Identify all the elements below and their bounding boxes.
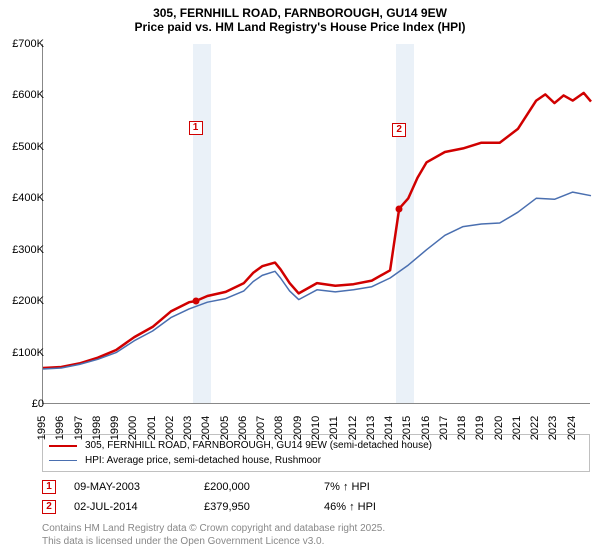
x-axis-label: 1997 (73, 416, 85, 440)
x-axis-label: 2001 (146, 416, 158, 440)
y-axis-label: £700K (12, 38, 44, 50)
y-axis-label: £200K (12, 295, 44, 307)
x-axis-label: 2013 (365, 416, 377, 440)
x-axis-label: 2016 (420, 416, 432, 440)
plot-area: 12 (42, 44, 590, 404)
footer: Contains HM Land Registry data © Crown c… (42, 522, 385, 548)
legend-label: HPI: Average price, semi-detached house,… (85, 455, 321, 466)
x-axis-label: 2012 (347, 416, 359, 440)
chart-container: 305, FERNHILL ROAD, FARNBOROUGH, GU14 9E… (0, 0, 600, 560)
x-axis-label: 1998 (91, 416, 103, 440)
legend-swatch (49, 460, 77, 461)
legend-row: HPI: Average price, semi-detached house,… (49, 453, 583, 468)
x-axis-label: 2019 (474, 416, 486, 440)
annotation-number: 2 (42, 500, 56, 514)
annotation-pct: 7% ↑ HPI (324, 481, 370, 493)
title-block: 305, FERNHILL ROAD, FARNBOROUGH, GU14 9E… (0, 0, 600, 36)
title-line2: Price paid vs. HM Land Registry's House … (0, 20, 600, 34)
footer-line1: Contains HM Land Registry data © Crown c… (42, 522, 385, 535)
x-axis-label: 1999 (109, 416, 121, 440)
x-axis-label: 2014 (383, 416, 395, 440)
x-axis-label: 2010 (310, 416, 322, 440)
y-axis-label: £100K (12, 347, 44, 359)
x-axis-label: 2002 (164, 416, 176, 440)
x-axis-label: 1996 (54, 416, 66, 440)
annotation-pct: 46% ↑ HPI (324, 501, 376, 513)
annotation-price: £200,000 (204, 481, 324, 493)
annotation-date: 09-MAY-2003 (74, 481, 204, 493)
legend-swatch (49, 445, 77, 447)
y-axis-label: £500K (12, 141, 44, 153)
plot-svg (43, 44, 590, 403)
sale-marker-label: 2 (392, 123, 406, 137)
y-axis-label: £300K (12, 244, 44, 256)
x-axis-label: 2023 (547, 416, 559, 440)
y-axis-label: £0 (32, 398, 44, 410)
x-axis-label: 1995 (36, 416, 48, 440)
annotation-row: 2 02-JUL-2014£379,95046% ↑ HPI (42, 498, 590, 516)
annotation-date: 02-JUL-2014 (74, 501, 204, 513)
title-line1: 305, FERNHILL ROAD, FARNBOROUGH, GU14 9E… (0, 6, 600, 20)
y-axis-label: £600K (12, 89, 44, 101)
x-axis-label: 2022 (529, 416, 541, 440)
x-axis-label: 2021 (511, 416, 523, 440)
x-axis-label: 2015 (401, 416, 413, 440)
x-axis-label: 2007 (255, 416, 267, 440)
series-price_paid (43, 93, 591, 368)
annotation-price: £379,950 (204, 501, 324, 513)
sale-marker-dot (396, 205, 403, 212)
x-axis-label: 2017 (438, 416, 450, 440)
x-axis-label: 2018 (456, 416, 468, 440)
x-axis-label: 2006 (237, 416, 249, 440)
sale-marker-dot (192, 298, 199, 305)
y-axis-label: £400K (12, 192, 44, 204)
x-axis-label: 2000 (127, 416, 139, 440)
x-axis-label: 2004 (200, 416, 212, 440)
x-axis-label: 2005 (219, 416, 231, 440)
annotations-table: 1 09-MAY-2003£200,0007% ↑ HPI 2 02-JUL-2014… (42, 478, 590, 518)
x-axis-label: 2008 (273, 416, 285, 440)
legend-label: 305, FERNHILL ROAD, FARNBOROUGH, GU14 9E… (85, 440, 432, 451)
annotation-number: 1 (42, 480, 56, 494)
legend-row: 305, FERNHILL ROAD, FARNBOROUGH, GU14 9E… (49, 438, 583, 453)
x-axis-label: 2024 (566, 416, 578, 440)
x-axis-label: 2009 (292, 416, 304, 440)
x-axis-label: 2011 (328, 416, 340, 440)
annotation-row: 1 09-MAY-2003£200,0007% ↑ HPI (42, 478, 590, 496)
x-axis-label: 2020 (493, 416, 505, 440)
x-axis-label: 2003 (182, 416, 194, 440)
sale-marker-label: 1 (189, 121, 203, 135)
footer-line2: This data is licensed under the Open Gov… (42, 535, 385, 548)
